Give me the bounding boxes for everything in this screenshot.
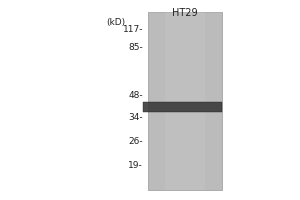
Bar: [148, 12, 222, 190]
Text: 85-: 85-: [128, 44, 143, 52]
Text: 34-: 34-: [128, 114, 143, 122]
Text: HT29: HT29: [172, 8, 198, 18]
Bar: [165, 12, 206, 190]
Bar: [143, 102, 222, 112]
Text: 26-: 26-: [128, 138, 143, 146]
Text: 19-: 19-: [128, 160, 143, 170]
Text: (kD): (kD): [106, 18, 125, 27]
Text: 48-: 48-: [128, 90, 143, 99]
Text: 117-: 117-: [122, 25, 143, 34]
